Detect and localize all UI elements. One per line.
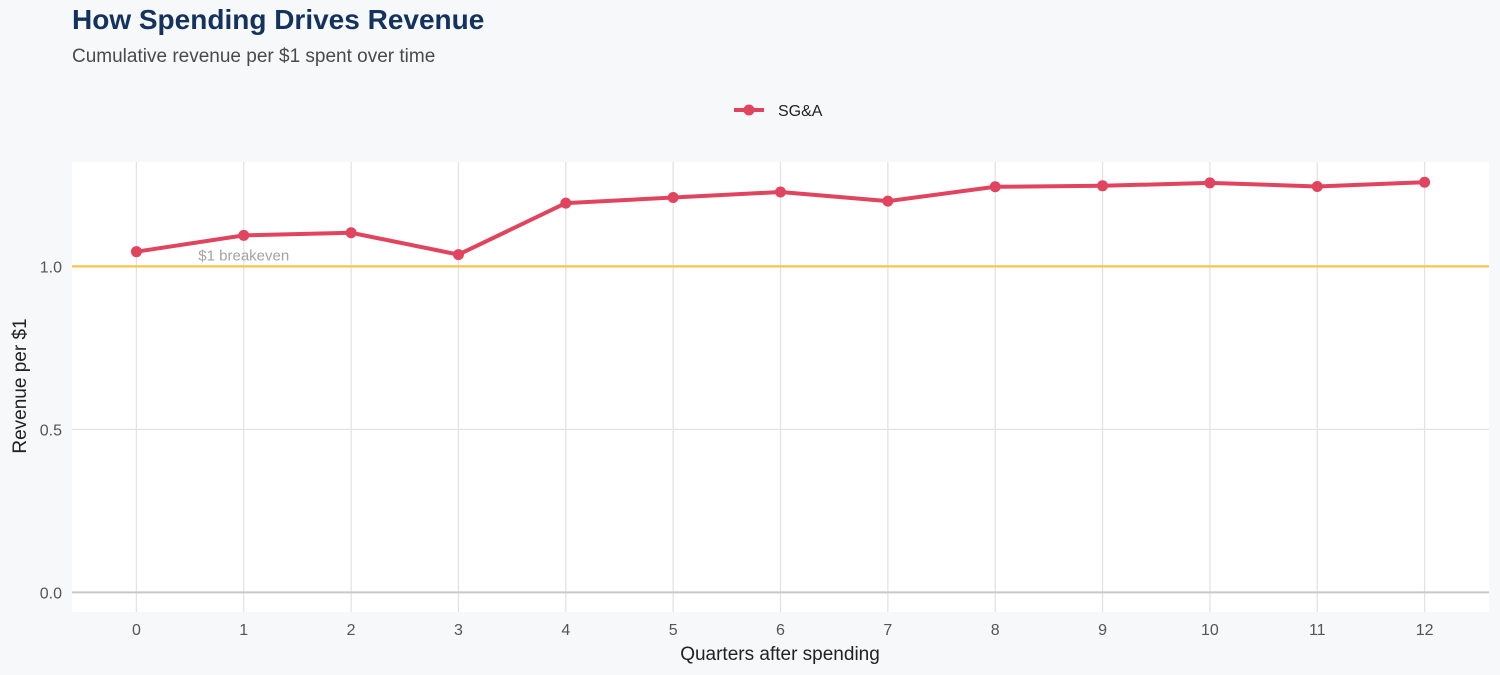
data-point xyxy=(1311,180,1323,192)
data-point xyxy=(238,229,250,241)
x-tick-label: 9 xyxy=(1098,622,1107,639)
y-tick-label: 0.5 xyxy=(40,422,62,439)
data-point xyxy=(1097,180,1109,192)
y-axis-label: Revenue per $1 xyxy=(10,318,31,453)
legend-label-sga: SG&A xyxy=(778,103,823,120)
x-tick-label: 4 xyxy=(561,622,570,639)
chart-subtitle: Cumulative revenue per $1 spent over tim… xyxy=(72,46,436,67)
data-point xyxy=(882,195,894,207)
y-tick-label: 0.0 xyxy=(40,585,62,602)
reference-layer: $1 breakeven xyxy=(72,247,1489,268)
data-point xyxy=(775,186,786,198)
data-point xyxy=(130,246,142,258)
data-point xyxy=(452,249,464,261)
x-axis-label: Quarters after spending xyxy=(680,644,880,665)
data-point xyxy=(1204,177,1216,189)
x-tick-label: 3 xyxy=(454,622,463,639)
x-tick-label: 11 xyxy=(1309,622,1326,639)
axes: 0 1 2 3 4 5 6 7 8 9 10 11 120.00.51.0 xyxy=(40,259,1434,639)
legend-swatch-point xyxy=(743,104,755,116)
x-tick-label: 1 xyxy=(239,622,248,639)
x-tick-label: 12 xyxy=(1416,622,1434,639)
data-point xyxy=(345,227,357,239)
series-layer xyxy=(130,176,1431,261)
x-tick-label: 7 xyxy=(883,622,892,639)
breakeven-label: $1 breakeven xyxy=(198,247,289,264)
chart-title: How Spending Drives Revenue xyxy=(72,4,485,35)
x-tick-label: 8 xyxy=(991,622,1000,639)
x-tick-label: 2 xyxy=(347,622,356,639)
data-point xyxy=(560,197,572,209)
x-tick-label: 0 xyxy=(132,622,141,639)
data-point xyxy=(1419,176,1431,188)
data-point xyxy=(989,181,1001,193)
data-point xyxy=(667,192,679,204)
legend: SG&A xyxy=(734,103,823,120)
x-tick-label: 5 xyxy=(669,622,678,639)
x-tick-label: 10 xyxy=(1201,622,1219,639)
x-tick-label: 6 xyxy=(776,622,785,639)
y-tick-label: 1.0 xyxy=(40,259,62,276)
